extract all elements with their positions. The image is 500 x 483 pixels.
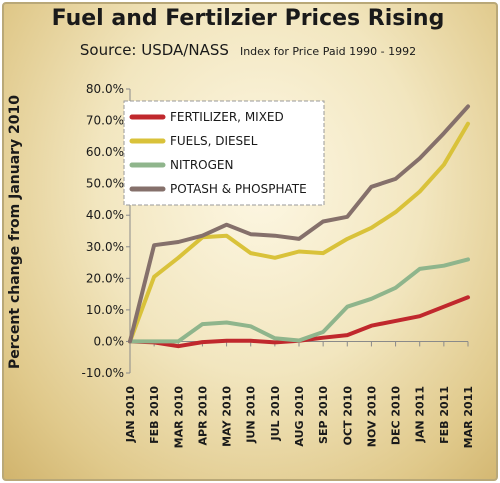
chart-subtitle: Source: USDA/NASS bbox=[79, 41, 229, 59]
x-tick-label: MAR 2010 bbox=[172, 386, 185, 449]
y-tick-label: 20.0% bbox=[86, 271, 124, 285]
y-tick-label: 60.0% bbox=[86, 145, 124, 159]
x-tick-label: JUN 2010 bbox=[245, 386, 258, 444]
x-tick-label: MAR 2011 bbox=[462, 386, 475, 448]
x-tick-label: APR 2010 bbox=[196, 386, 209, 446]
y-tick-label: -10.0% bbox=[82, 366, 124, 380]
x-tick-label: MAY 2010 bbox=[221, 386, 234, 447]
legend-label: FERTILIZER, MIXED bbox=[170, 110, 284, 124]
x-tick-label: SEP 2010 bbox=[317, 386, 330, 444]
y-tick-label: 10.0% bbox=[86, 303, 124, 317]
x-tick-label: JAN 2011 bbox=[414, 386, 427, 443]
x-tick-label: NOV 2010 bbox=[365, 386, 378, 448]
subtitle-row: Source: USDA/NASS Index for Price Paid 1… bbox=[0, 40, 496, 59]
y-tick-label: 50.0% bbox=[86, 177, 124, 191]
y-tick-label: 80.0% bbox=[86, 82, 124, 96]
y-tick-labels: -10.0% 0.0% 10.0% 20.0% 30.0% 40.0% 50.0% 60.0%… bbox=[82, 82, 130, 380]
series-lines bbox=[128, 104, 470, 349]
chart-note: Index for Price Paid 1990 - 1992 bbox=[239, 45, 417, 58]
x-tick-label: JAN 2010 bbox=[124, 386, 137, 444]
y-tick-label: 0.0% bbox=[94, 334, 125, 348]
x-tick-label: JUL 2010 bbox=[269, 386, 282, 442]
series-line-2 bbox=[128, 257, 470, 344]
y-tick-label: 30.0% bbox=[86, 240, 124, 254]
x-tick-label: AUG 2010 bbox=[293, 386, 306, 447]
y-tick-label: 40.0% bbox=[86, 208, 124, 222]
x-tick-label: DEC 2010 bbox=[390, 386, 403, 446]
legend-label: NITROGEN bbox=[170, 158, 234, 172]
series-line-3 bbox=[128, 104, 470, 344]
y-tick-label: 70.0% bbox=[86, 114, 124, 128]
chart-title: Fuel and Fertilzier Prices Rising bbox=[51, 6, 445, 31]
legend-label: FUELS, DIESEL bbox=[170, 134, 258, 148]
x-tick-label: FEB 2010 bbox=[148, 386, 161, 444]
series-line-1 bbox=[128, 121, 470, 344]
legend-label: POTASH & PHOSPHATE bbox=[170, 182, 307, 196]
x-tick-labels: JAN 2010 FEB 2010 MAR 2010 APR 2010 MAY 2010… bbox=[124, 386, 475, 449]
x-tick-label: FEB 2011 bbox=[438, 386, 451, 444]
legend: FERTILIZER, MIXED FUELS, DIESEL NITROGEN PO… bbox=[123, 100, 325, 206]
x-tick-label: OCT 2010 bbox=[341, 386, 354, 446]
